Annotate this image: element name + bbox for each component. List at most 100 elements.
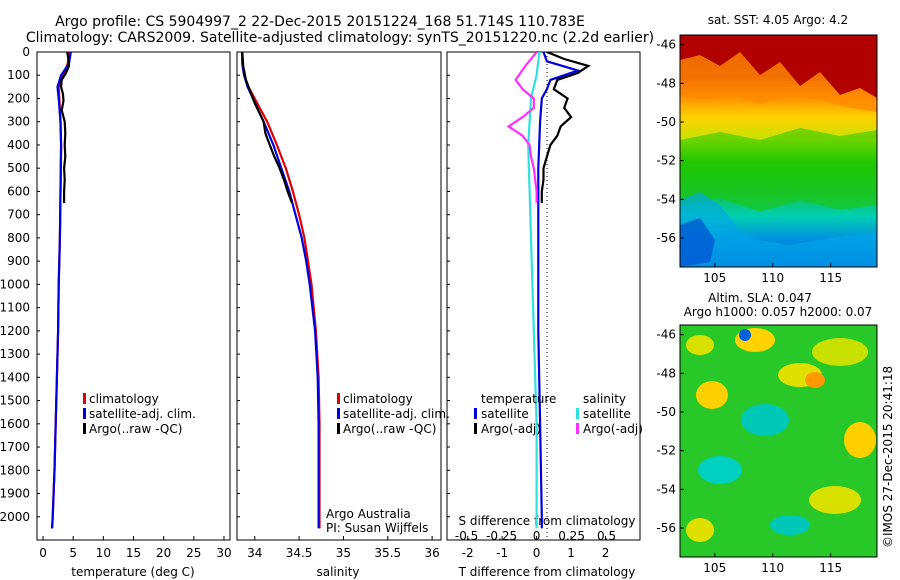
x-tick-label: 25 [186,546,201,560]
legend-label-satellite: satellite-adj. clim. [343,407,450,421]
sla-blob [686,518,714,542]
map-y-tick-label: -48 [656,76,676,90]
sla-blob [696,381,728,409]
depth-tick-label: 1600 [0,417,30,431]
map-x-tick-label: 115 [819,561,842,575]
series-line-s-satellite [527,52,541,529]
plot-title-line1: Argo profile: CS 5904997_2 22-Dec-2015 2… [55,14,585,30]
x-tick-label: 36 [424,546,439,560]
sst-map [679,34,878,268]
map-y-tick-label: -56 [656,231,676,245]
sst-deep-blue-patch [680,218,715,267]
legend-swatch-s-satellite [576,408,579,419]
x-tick-label: 34.5 [286,546,313,560]
sla-blob [805,372,825,388]
map-x-tick-label: 110 [761,271,784,285]
x-top-tick-label: 0 [533,529,541,543]
sla-blob [739,329,751,341]
series-line-satellite-adj-clim- [241,52,320,529]
sst-green-band [680,128,877,212]
x-tick-label: 0 [533,546,541,560]
x-top-tick-label: 0.5 [597,529,616,543]
legend-label-climatology: climatology [343,392,413,406]
x-tick-label: 15 [126,546,141,560]
sst-map-title: sat. SST: 4.05 Argo: 4.2 [708,13,848,27]
legend-title-salinity: salinity [583,392,626,406]
sla-blob [770,515,810,535]
x-top-tick-label: -0.25 [486,529,517,543]
legend-label-s-satellite: satellite [583,407,631,421]
depth-tick-label: 1700 [0,440,30,454]
depth-tick-label: 600 [7,184,30,198]
series-line-climatology [241,52,321,529]
x-tick-label: 35.5 [374,546,401,560]
legend-swatch-t-argo [474,423,477,434]
series-line-s-argo-adj- [506,52,538,203]
legend-title-temperature: temperature [481,392,556,406]
depth-tick-label: 1900 [0,487,30,501]
depth-tick-label: 2000 [0,510,30,524]
legend-swatch-argo [337,423,340,434]
pi-label: PI: Susan Wijffels [326,521,428,535]
legend-swatch-climatology [83,393,86,404]
legend-label-t-satellite: satellite [481,407,529,421]
map-y-tick-label: -54 [656,482,676,496]
sst-front-red [680,35,877,98]
depth-tick-label: 800 [7,231,30,245]
map-y-tick-label: -52 [656,444,676,458]
depth-tick-label: 300 [7,115,30,129]
depth-tick-label: 200 [7,91,30,105]
x-top-tick-label: -0.5 [455,529,478,543]
map-y-tick-label: -50 [656,405,676,419]
difference-panel-frame [446,51,641,541]
map-y-tick-label: -52 [656,154,676,168]
x-tick-label: 30 [216,546,231,560]
series-line-t-argo-adj- [540,52,591,203]
x-tick-label: 0 [39,546,47,560]
x-tick-label: 34 [247,546,262,560]
legend-label-s-argo: Argo(-adj) [583,422,643,436]
series-line-satellite-adj-clim- [51,52,72,529]
legend-label-climatology: climatology [89,392,159,406]
map-x-tick-label: 115 [819,271,842,285]
legend-label-argo: Argo(..raw -QC) [89,422,182,436]
sla-map [679,324,878,558]
depth-tick-label: 0 [22,45,30,59]
map-y-tick-label: -54 [656,192,676,206]
depth-tick-label: 1200 [0,324,30,338]
x-tick-label: -1 [496,546,508,560]
depth-tick-label: 1400 [0,370,30,384]
difference-axis-label: T difference from climatology [458,565,636,579]
depth-tick-label: 500 [7,161,30,175]
salinity-axis-label: salinity [316,565,359,579]
sla-blob [698,456,742,484]
legend-swatch-satellite [337,408,340,419]
legend-swatch-argo [83,423,86,434]
legend-label-argo: Argo(..raw -QC) [343,422,436,436]
x-tick-label: 20 [156,546,171,560]
imos-timestamp: ©IMOS 27-Dec-2015 20:41:18 [881,365,895,548]
plot-title-line2: Climatology: CARS2009. Satellite-adjuste… [25,30,655,46]
map-x-tick-label: 110 [761,561,784,575]
difference-legend: temperature salinity satellite Argo(-adj… [474,392,643,436]
legend-swatch-s-argo [576,423,579,434]
map-y-tick-label: -46 [656,38,676,52]
sla-map-frame [679,324,878,558]
map-y-tick-label: -50 [656,115,676,129]
sst-orange-band [680,52,877,112]
map-x-tick-label: 105 [703,271,726,285]
depth-tick-label: 1000 [0,277,30,291]
series-line-argo-raw-qc- [241,52,294,204]
map-x-tick-label: 105 [703,561,726,575]
depth-tick-label: 700 [7,208,30,222]
depth-tick-label: 1800 [0,463,30,477]
series-line-argo-raw-qc- [59,52,71,203]
sla-blob [812,338,868,366]
series-line-t-satellite [537,52,582,529]
sla-map-title-line1: Altim. SLA: 0.047 [708,291,812,305]
depth-tick-label: 400 [7,138,30,152]
sla-map-title-line2: Argo h1000: 0.057 h2000: 0.07 [684,305,873,319]
legend-swatch-t-satellite [474,408,477,419]
legend-label-t-argo: Argo(-adj) [481,422,541,436]
